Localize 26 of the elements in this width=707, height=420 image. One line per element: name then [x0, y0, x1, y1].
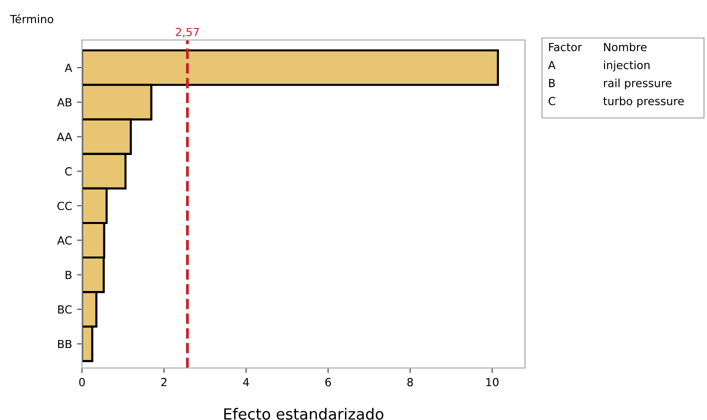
y-axis-title: Término: [10, 14, 54, 24]
y-tick-label: A: [64, 64, 72, 72]
y-tick-label: C: [65, 167, 72, 176]
x-tick-label: 0: [79, 378, 85, 386]
ref-line-label: 2,57: [176, 28, 199, 38]
x-tick-label: 10: [486, 378, 499, 386]
y-tick-label: AC: [57, 236, 72, 245]
text: C: [548, 96, 556, 106]
y-tick-label: BC: [58, 305, 72, 314]
y-tick-label: BB: [58, 340, 72, 348]
x-tick-label: 2: [161, 378, 166, 386]
y-tick-label: AB: [57, 98, 72, 106]
text: rail pressure: [604, 78, 672, 90]
x-tick-label: 4: [243, 378, 249, 386]
x-tick-label: 6: [325, 378, 331, 386]
text: Factor: [549, 42, 582, 52]
text: A: [548, 60, 556, 70]
y-tick-label: CC: [57, 202, 72, 210]
x-tick-label: 8: [407, 378, 413, 386]
y-tick-label: B: [66, 270, 72, 279]
text: injection: [604, 60, 650, 72]
text: Nombre: [604, 42, 647, 52]
text: B: [549, 78, 555, 88]
y-tick-label: AA: [56, 132, 72, 141]
text: turbo pressure: [603, 96, 684, 108]
x-axis-title: Efecto estandarizado: [224, 408, 384, 420]
